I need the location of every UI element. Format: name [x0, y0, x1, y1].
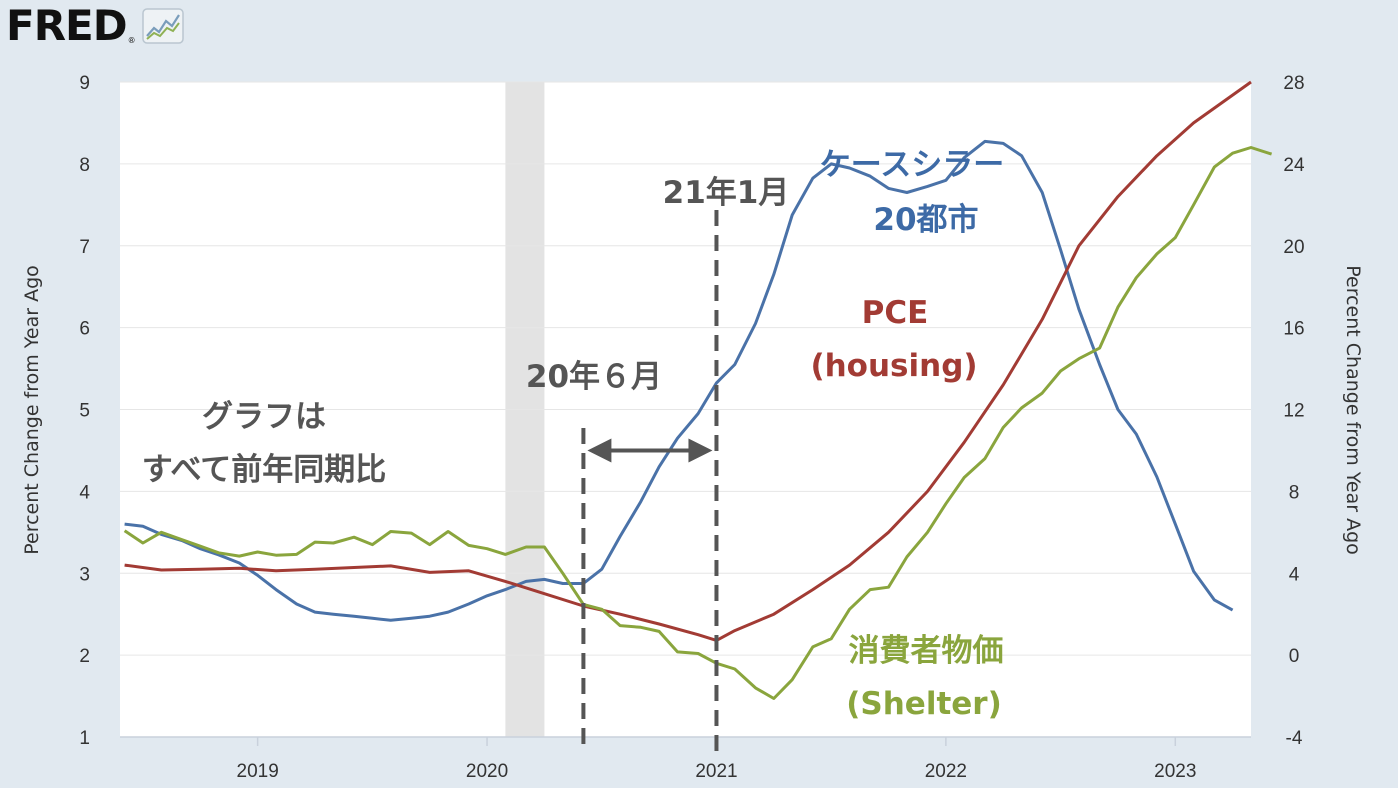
logo-text: FRED: [6, 1, 128, 50]
right-tick-label: 12: [1283, 401, 1304, 422]
right-axis-title: Percent Change from Year Ago: [1342, 265, 1364, 555]
x-tick-label: 2019: [237, 761, 279, 782]
left-tick-label: 4: [79, 482, 90, 503]
right-tick-label: 16: [1283, 319, 1304, 340]
x-tick-label: 2020: [466, 761, 508, 782]
annotation-case-shiller-2: 20都市: [873, 202, 978, 238]
gridlines: [120, 81, 1251, 738]
annotation-note-1: グラフは: [202, 399, 326, 435]
left-tick-label: 9: [79, 73, 90, 94]
x-tick-label: 2023: [1154, 761, 1196, 782]
line-chart-icon: [141, 8, 184, 44]
right-tick-label: 20: [1283, 237, 1304, 258]
arrow-head-right: [688, 438, 713, 463]
annotation-case-shiller-1: ケースシラー: [820, 147, 1004, 183]
series-lines: [123, 80, 1273, 700]
annotation-note-2: すべて前年同期比: [142, 452, 387, 488]
series-line-case_shiller: [124, 139, 1234, 622]
right-tick-label: 28: [1283, 73, 1304, 94]
registered-mark: ®: [127, 36, 136, 45]
right-tick-label: 4: [1289, 564, 1300, 585]
annotation-jun20: 20年６月: [526, 359, 662, 395]
left-tick-label: 2: [79, 646, 90, 667]
annotation-markers: [581, 210, 719, 753]
series-line-pce_housing: [124, 80, 1252, 642]
left-tick-label: 6: [79, 319, 90, 340]
x-axis-ticks: 2019 2020 2021 2022 2023: [237, 737, 1196, 782]
right-tick-label: 24: [1283, 155, 1305, 176]
left-tick-label: 3: [79, 564, 90, 585]
left-tick-label: 7: [79, 237, 90, 258]
left-tick-label: 1: [79, 728, 90, 749]
left-tick-label: 5: [79, 401, 90, 422]
annotation-jan21: 21年1月: [663, 175, 790, 211]
right-axis-ticks: -4 0 4 8 12 16 20 24 28: [1283, 73, 1305, 749]
fred-logo[interactable]: FRED ®: [6, 2, 184, 50]
arrow-head-left: [587, 438, 612, 463]
annotation-pce-1: PCE: [862, 295, 929, 331]
series-line-cpi_shelter: [123, 146, 1273, 700]
x-tick-label: 2021: [695, 761, 737, 782]
left-axis-title: Percent Change from Year Ago: [21, 265, 43, 555]
left-tick-label: 8: [79, 155, 90, 176]
annotation-shelter-1: 消費者物価: [849, 633, 1004, 669]
annotation-shelter-2: (Shelter): [846, 686, 1002, 722]
annotation-pce-2: (housing): [810, 348, 977, 384]
right-tick-label: -4: [1286, 728, 1303, 749]
right-tick-label: 0: [1289, 646, 1300, 667]
left-axis-ticks: 1 2 3 4 5 6 7 8 9: [79, 73, 90, 749]
x-tick-label: 2022: [925, 761, 967, 782]
right-tick-label: 8: [1289, 482, 1300, 503]
